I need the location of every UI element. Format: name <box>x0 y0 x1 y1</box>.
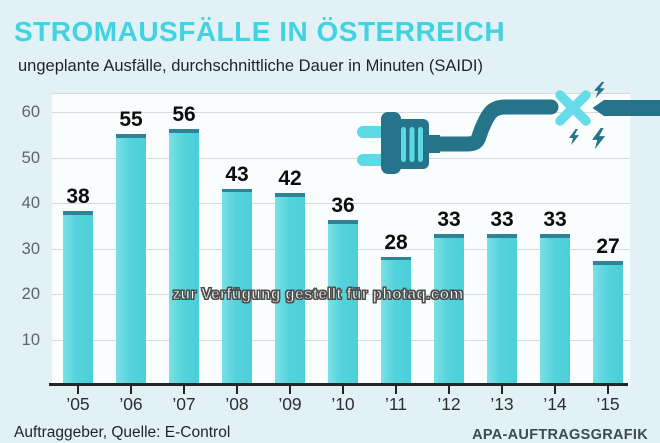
plug-stripes-icon <box>401 127 423 162</box>
x-tick-label: ’08 <box>213 393 261 415</box>
bar-cap <box>63 211 93 215</box>
cable-cut-end-icon <box>593 100 660 116</box>
bar-cap <box>328 220 358 224</box>
cable-icon <box>437 107 551 144</box>
bar-value-label: 38 <box>48 185 108 209</box>
x-tick-label: ’05 <box>54 393 102 415</box>
bar-value-label: 55 <box>101 108 161 132</box>
break-x-icon <box>560 95 586 121</box>
bar-value-label: 42 <box>260 167 320 191</box>
bar-value-label: 28 <box>366 231 426 255</box>
x-tick-label: ’07 <box>160 393 208 415</box>
bar <box>169 129 199 384</box>
bar-value-label: 33 <box>419 208 479 232</box>
bar-value-label: 43 <box>207 163 267 187</box>
bar-cap <box>593 261 623 265</box>
x-tick-label: ’09 <box>266 393 314 415</box>
bar-cap <box>116 134 146 138</box>
x-tick-label: ’11 <box>372 393 420 415</box>
bar-value-label: 33 <box>525 208 585 232</box>
bar-cap <box>434 234 464 238</box>
bar-value-label: 56 <box>154 103 214 127</box>
x-tick-label: ’10 <box>319 393 367 415</box>
bar-cap <box>222 189 252 193</box>
bar-cap <box>275 193 305 197</box>
agency-credit: APA-AUFTRAGSGRAFIK <box>348 427 648 443</box>
bar <box>381 257 411 384</box>
bar <box>116 134 146 384</box>
y-tick-label: 10 <box>0 330 40 350</box>
y-tick-label: 50 <box>0 148 40 168</box>
bar <box>63 211 93 384</box>
x-tick-label: ’14 <box>531 393 579 415</box>
bar <box>540 234 570 384</box>
y-tick-label: 20 <box>0 284 40 304</box>
y-tick-label: 30 <box>0 239 40 259</box>
bar-cap <box>540 234 570 238</box>
bar <box>593 261 623 384</box>
x-tick-label: ’13 <box>478 393 526 415</box>
bar <box>487 234 517 384</box>
bar-value-label: 36 <box>313 194 373 218</box>
bar <box>434 234 464 384</box>
x-tick-label: ’15 <box>584 393 632 415</box>
bar-cap <box>487 234 517 238</box>
y-tick-label: 40 <box>0 193 40 213</box>
x-tick-label: ’06 <box>107 393 155 415</box>
x-axis-line <box>49 383 628 386</box>
x-tick-label: ’12 <box>425 393 473 415</box>
page-title: STROMAUSFÄLLE IN ÖSTERREICH <box>14 16 644 48</box>
bar-cap <box>169 129 199 133</box>
y-tick-label: 60 <box>0 102 40 122</box>
watermark: zur Verfügung gestellt für photaq.com <box>158 286 478 304</box>
bar-value-label: 27 <box>578 235 638 259</box>
bar-cap <box>381 257 411 261</box>
bar-value-label: 33 <box>472 208 532 232</box>
broken-plug-illustration <box>350 78 660 182</box>
page-subtitle: ungeplante Ausfälle, durchschnittliche D… <box>18 57 648 76</box>
